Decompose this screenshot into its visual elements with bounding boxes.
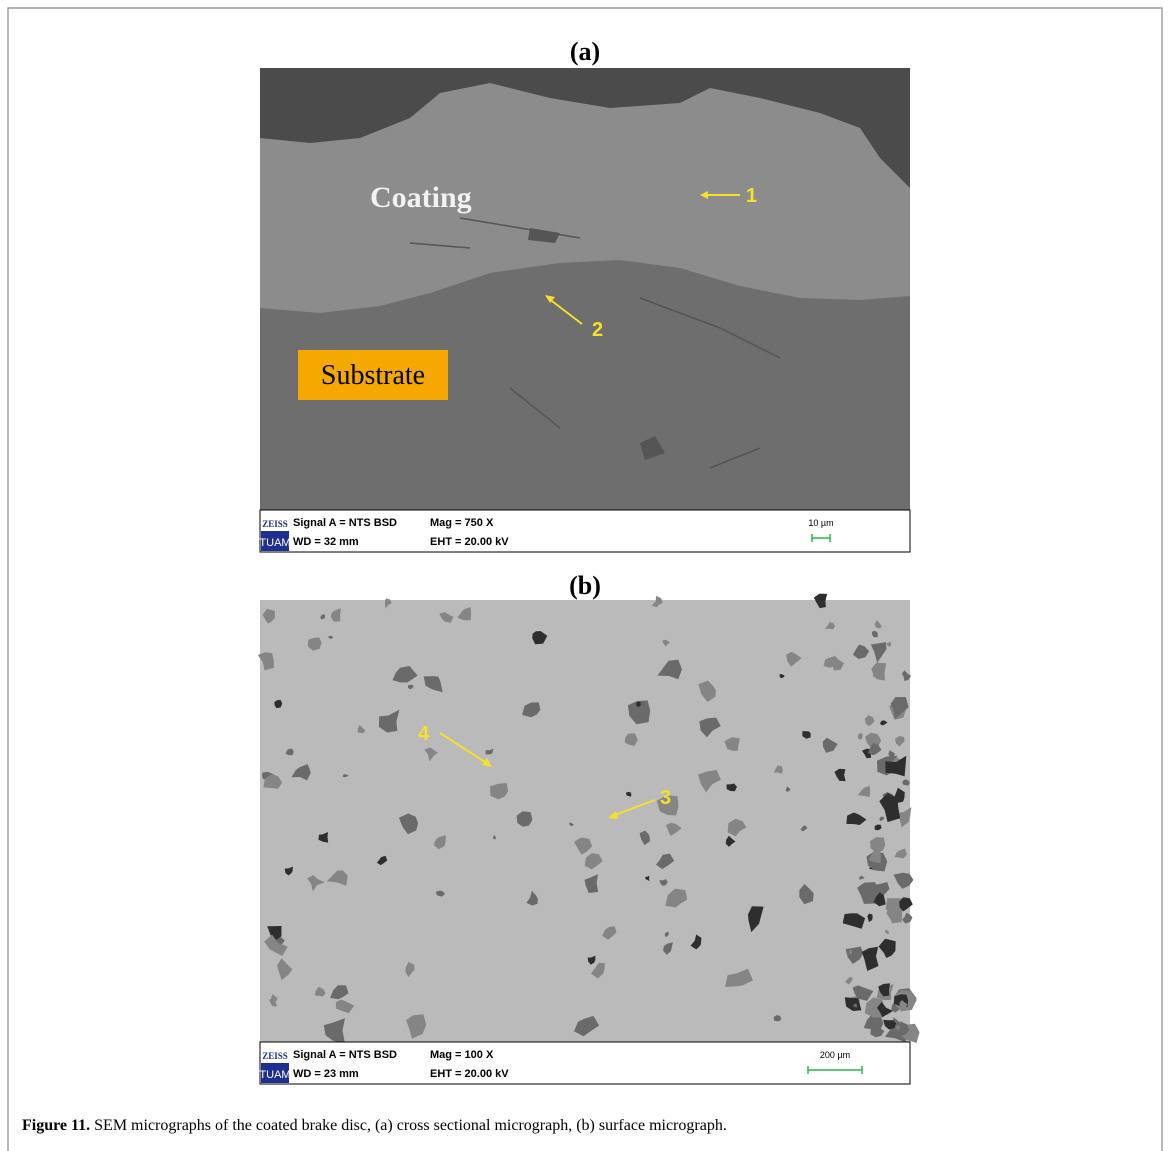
logo-bottom: TUAM [259, 537, 290, 549]
annotation: Coating [370, 181, 472, 214]
info-signal: Signal A = NTS BSD [293, 517, 397, 529]
scale-label: 200 µm [820, 1050, 850, 1060]
logo-top: ZEISS [262, 519, 288, 529]
info-mag: Mag = 100 X [430, 1049, 494, 1061]
annotation: 3 [660, 787, 671, 809]
caption: Figure 11. SEM micrographs of the coated… [22, 1117, 727, 1134]
panel-label: (b) [569, 571, 601, 600]
caption-label: Figure 11. [22, 1117, 90, 1134]
logo-top: ZEISS [262, 1051, 288, 1061]
scale-label: 10 µm [808, 518, 833, 528]
info-wd: WD = 23 mm [293, 1068, 359, 1080]
info-eht: EHT = 20.00 kV [430, 1068, 509, 1080]
annotation: 2 [592, 319, 603, 341]
micrograph [258, 594, 920, 1044]
micrograph [260, 68, 910, 510]
panel-a: (a) Coating Substrate 1 2 ZEISS TUAMSigna… [259, 37, 910, 552]
info-wd: WD = 32 mm [293, 536, 359, 548]
panel-label: (a) [570, 37, 600, 66]
info-eht: EHT = 20.00 kV [430, 536, 509, 548]
annotation: 4 [418, 723, 430, 745]
info-mag: Mag = 750 X [430, 517, 494, 529]
info-signal: Signal A = NTS BSD [293, 1049, 397, 1061]
annotation: Substrate [321, 360, 425, 391]
caption-text: SEM micrographs of the coated brake disc… [90, 1117, 727, 1134]
logo-bottom: TUAM [259, 1069, 290, 1081]
annotation: 1 [746, 185, 757, 207]
figure-page: (a) Coating Substrate 1 2 ZEISSTUAMSigna… [0, 0, 1170, 1151]
panel-b: (b) 4 3 ZEISS TUAMSignal A = NTS BSD WD = … [258, 571, 920, 1084]
